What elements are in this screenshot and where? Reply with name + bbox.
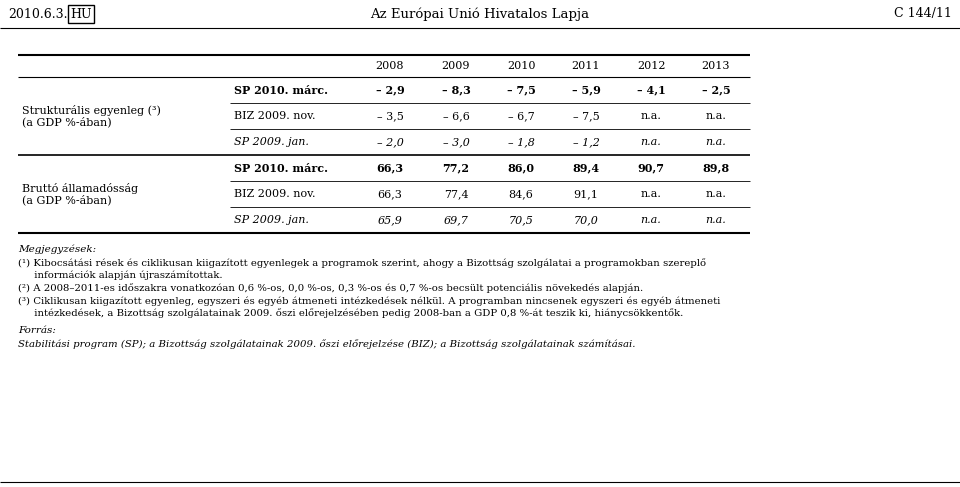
Text: BIZ 2009. nov.: BIZ 2009. nov. — [234, 189, 316, 199]
Text: Az Európai Unió Hivatalos Lapja: Az Európai Unió Hivatalos Lapja — [371, 7, 589, 21]
Text: – 6,7: – 6,7 — [508, 111, 535, 121]
Text: n.a.: n.a. — [640, 215, 661, 225]
Text: C 144/11: C 144/11 — [894, 7, 952, 20]
Text: – 6,6: – 6,6 — [443, 111, 469, 121]
Text: 2013: 2013 — [702, 61, 731, 71]
Text: 84,6: 84,6 — [509, 189, 534, 199]
Text: 66,3: 66,3 — [377, 189, 402, 199]
Text: – 1,2: – 1,2 — [572, 137, 599, 147]
Text: Stabilitási program (SP); a Bizottság szolgálatainak 2009. őszi előrejelzése (BI: Stabilitási program (SP); a Bizottság sz… — [18, 339, 636, 349]
FancyBboxPatch shape — [68, 5, 94, 23]
Text: 69,7: 69,7 — [444, 215, 468, 225]
Text: 66,3: 66,3 — [376, 163, 403, 173]
Text: (³) Ciklikusan kiigazított egyenleg, egyszeri és egyéb átmeneti intézkedések nél: (³) Ciklikusan kiigazított egyenleg, egy… — [18, 297, 720, 306]
Text: – 4,1: – 4,1 — [636, 85, 665, 95]
Text: Bruttó államadósság: Bruttó államadósság — [22, 183, 138, 193]
Text: 89,8: 89,8 — [703, 163, 730, 173]
Text: intézkedések, a Bizottság szolgálatainak 2009. őszi előrejelzésében pedig 2008-b: intézkedések, a Bizottság szolgálatainak… — [18, 308, 684, 318]
Text: információk alapján újraszámítottak.: információk alapján újraszámítottak. — [18, 270, 223, 280]
Text: n.a.: n.a. — [640, 189, 661, 199]
Text: SP 2009. jan.: SP 2009. jan. — [234, 215, 309, 225]
Text: n.a.: n.a. — [706, 189, 727, 199]
Text: 2009: 2009 — [442, 61, 470, 71]
Text: 86,0: 86,0 — [508, 163, 535, 173]
Text: – 5,9: – 5,9 — [571, 85, 600, 95]
Text: – 2,0: – 2,0 — [376, 137, 403, 147]
Text: 89,4: 89,4 — [572, 163, 600, 173]
Text: SP 2010. márc.: SP 2010. márc. — [234, 85, 328, 95]
Text: n.a.: n.a. — [640, 137, 661, 147]
Text: HU: HU — [70, 7, 92, 20]
Text: – 3,5: – 3,5 — [376, 111, 403, 121]
Text: 70,5: 70,5 — [509, 215, 534, 225]
Text: – 2,5: – 2,5 — [702, 85, 731, 95]
Text: – 1,8: – 1,8 — [508, 137, 535, 147]
Text: n.a.: n.a. — [706, 215, 727, 225]
Text: SP 2009. jan.: SP 2009. jan. — [234, 137, 309, 147]
Text: 2010.6.3.: 2010.6.3. — [8, 7, 67, 20]
Text: n.a.: n.a. — [706, 111, 727, 121]
Text: 2011: 2011 — [572, 61, 600, 71]
Text: (a GDP %-ában): (a GDP %-ában) — [22, 116, 111, 128]
Text: 2008: 2008 — [375, 61, 404, 71]
Text: – 3,0: – 3,0 — [443, 137, 469, 147]
Text: BIZ 2009. nov.: BIZ 2009. nov. — [234, 111, 316, 121]
Text: 91,1: 91,1 — [573, 189, 598, 199]
Text: Megjegyzések:: Megjegyzések: — [18, 245, 96, 255]
Text: 77,4: 77,4 — [444, 189, 468, 199]
Text: (¹) Kibocsátási rések és ciklikusan kiigazított egyenlegek a programok szerint, : (¹) Kibocsátási rések és ciklikusan kiig… — [18, 259, 707, 268]
Text: 2010: 2010 — [507, 61, 536, 71]
Text: – 2,9: – 2,9 — [375, 85, 404, 95]
Text: (²) A 2008–2011-es időszakra vonatkozóan 0,6 %-os, 0,0 %-os, 0,3 %-os és 0,7 %-o: (²) A 2008–2011-es időszakra vonatkozóan… — [18, 283, 643, 293]
Text: (a GDP %-ában): (a GDP %-ában) — [22, 195, 111, 206]
Text: – 8,3: – 8,3 — [442, 85, 470, 95]
Text: 90,7: 90,7 — [637, 163, 664, 173]
Text: SP 2010. márc.: SP 2010. márc. — [234, 163, 328, 173]
Text: – 7,5: – 7,5 — [572, 111, 599, 121]
Text: 77,2: 77,2 — [443, 163, 469, 173]
Text: Forrás:: Forrás: — [18, 326, 56, 335]
Text: n.a.: n.a. — [640, 111, 661, 121]
Text: – 7,5: – 7,5 — [507, 85, 536, 95]
Text: 70,0: 70,0 — [573, 215, 598, 225]
Text: n.a.: n.a. — [706, 137, 727, 147]
Text: 2012: 2012 — [636, 61, 665, 71]
Text: 65,9: 65,9 — [377, 215, 402, 225]
Text: Strukturális egyenleg (³): Strukturális egyenleg (³) — [22, 105, 161, 115]
